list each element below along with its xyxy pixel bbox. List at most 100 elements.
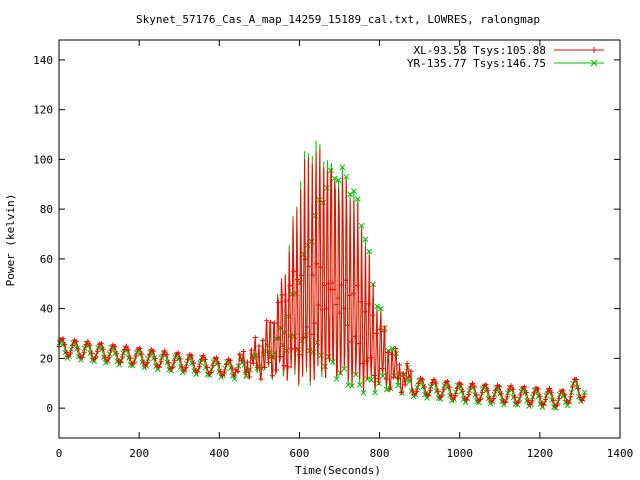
data-point xyxy=(118,359,124,365)
data-point xyxy=(298,272,304,278)
data-point xyxy=(144,360,150,366)
data-point xyxy=(402,382,408,388)
data-point xyxy=(275,299,281,305)
data-point xyxy=(66,353,72,359)
data-point xyxy=(181,368,187,374)
data-point xyxy=(281,363,287,369)
data-point xyxy=(210,363,216,369)
data-point xyxy=(166,360,172,366)
x-axis: 0 200 400 600 800 1000 1200 1400 xyxy=(56,40,634,460)
data-point xyxy=(464,397,470,403)
data-point xyxy=(339,164,346,171)
data-point xyxy=(189,353,195,359)
data-point xyxy=(366,248,373,255)
y-tick-label: 140 xyxy=(33,54,53,67)
chart-traces xyxy=(56,140,588,411)
chart-title: Skynet_57176_Cas_A_map_14259_15189_cal.t… xyxy=(136,13,540,26)
data-point xyxy=(112,343,118,349)
data-point xyxy=(196,364,202,370)
data-point xyxy=(375,376,381,382)
x-tick-label: 1200 xyxy=(527,447,554,460)
data-point xyxy=(185,357,191,363)
data-point xyxy=(360,361,366,367)
data-point xyxy=(339,282,345,288)
data-point xyxy=(516,399,522,405)
data-point xyxy=(271,320,277,326)
data-point xyxy=(356,382,363,388)
data-point xyxy=(93,355,99,361)
data-point xyxy=(231,372,237,378)
data-point xyxy=(391,374,397,380)
data-point xyxy=(496,384,502,390)
y-tick-label: 80 xyxy=(40,203,53,216)
data-point xyxy=(541,402,547,408)
data-point xyxy=(416,381,422,387)
data-point xyxy=(556,395,562,401)
data-point xyxy=(354,283,360,289)
data-point xyxy=(431,376,437,382)
data-point xyxy=(158,359,164,365)
x-tick-label: 1000 xyxy=(446,447,473,460)
data-point xyxy=(560,387,566,393)
data-point xyxy=(581,389,588,396)
data-point xyxy=(333,375,340,382)
data-point xyxy=(100,346,106,352)
data-point xyxy=(374,303,380,310)
x-tick-label: 1400 xyxy=(607,447,634,460)
data-point xyxy=(450,396,456,402)
y-tick-label: 60 xyxy=(40,253,53,266)
data-point xyxy=(395,382,402,389)
data-point xyxy=(562,392,568,398)
data-point xyxy=(106,355,112,361)
data-point xyxy=(258,376,264,382)
data-point xyxy=(156,364,162,370)
data-point xyxy=(331,287,337,293)
series-line-0 xyxy=(58,148,586,408)
data-point xyxy=(270,373,276,379)
data-point xyxy=(518,392,524,398)
data-point xyxy=(266,360,272,366)
data-point xyxy=(460,388,466,394)
data-point xyxy=(577,394,583,400)
data-point xyxy=(268,319,274,325)
data-point xyxy=(248,347,254,353)
data-point xyxy=(335,177,342,183)
legend-marker xyxy=(590,59,598,67)
data-point xyxy=(229,365,235,371)
data-point xyxy=(87,342,93,348)
data-point xyxy=(252,335,258,341)
data-point xyxy=(256,343,262,349)
data-point xyxy=(393,345,399,351)
x-tick-label: 800 xyxy=(370,447,390,460)
data-point xyxy=(498,391,504,397)
data-point xyxy=(395,375,401,381)
data-point xyxy=(85,338,91,344)
data-point xyxy=(239,357,245,363)
data-point xyxy=(371,373,377,379)
data-point xyxy=(381,329,387,335)
data-point xyxy=(237,351,243,357)
data-point xyxy=(260,337,266,343)
data-point xyxy=(454,385,460,391)
data-point xyxy=(221,369,227,375)
y-axis: 0 20 40 60 80 100 120 140 xyxy=(33,54,620,415)
data-point xyxy=(358,222,365,229)
data-point xyxy=(231,376,238,382)
data-point xyxy=(139,351,145,357)
plot-frame xyxy=(58,39,621,439)
data-point xyxy=(171,358,177,364)
data-point xyxy=(535,386,541,392)
data-point xyxy=(351,188,357,194)
data-point xyxy=(60,336,66,342)
data-point xyxy=(446,384,452,390)
data-point xyxy=(378,305,384,312)
data-point xyxy=(200,353,206,359)
data-point xyxy=(445,378,451,384)
data-point xyxy=(341,305,347,311)
data-point xyxy=(421,384,427,390)
data-point xyxy=(219,372,225,378)
data-point xyxy=(335,295,341,301)
data-point xyxy=(458,381,464,387)
legend-label: YR-135.77 Tsys:146.75 xyxy=(407,57,546,70)
data-point xyxy=(243,373,250,379)
